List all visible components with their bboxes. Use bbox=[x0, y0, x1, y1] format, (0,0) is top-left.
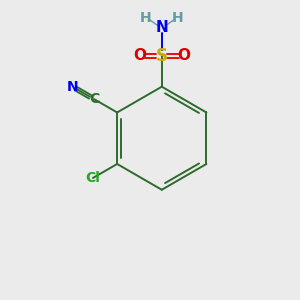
Text: C: C bbox=[89, 92, 99, 106]
Text: Cl: Cl bbox=[85, 171, 100, 185]
Text: O: O bbox=[133, 48, 146, 63]
Text: H: H bbox=[172, 11, 184, 25]
Text: N: N bbox=[67, 80, 78, 94]
Text: H: H bbox=[140, 11, 152, 25]
Text: N: N bbox=[155, 20, 168, 35]
Text: O: O bbox=[177, 48, 190, 63]
Text: S: S bbox=[156, 47, 168, 65]
